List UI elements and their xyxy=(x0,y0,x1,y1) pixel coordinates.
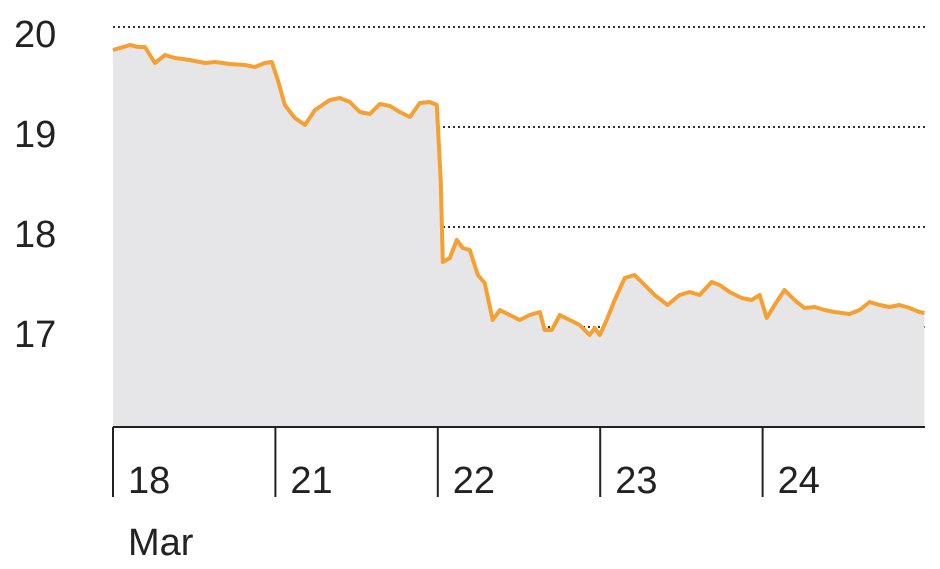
x-tick-label: 21 xyxy=(290,460,332,502)
y-tick-label: 19 xyxy=(14,114,56,156)
y-tick-label: 20 xyxy=(14,14,56,56)
x-sublabel: Mar xyxy=(128,522,194,564)
x-tick-label: 22 xyxy=(453,460,495,502)
area xyxy=(113,45,925,427)
y-tick-label: 18 xyxy=(14,214,56,256)
x-tick-label: 23 xyxy=(615,460,657,502)
x-tick-label: 24 xyxy=(778,460,820,502)
x-tick-label: 18 xyxy=(128,460,170,502)
line xyxy=(112,43,925,337)
y-tick-label: 17 xyxy=(14,314,56,356)
